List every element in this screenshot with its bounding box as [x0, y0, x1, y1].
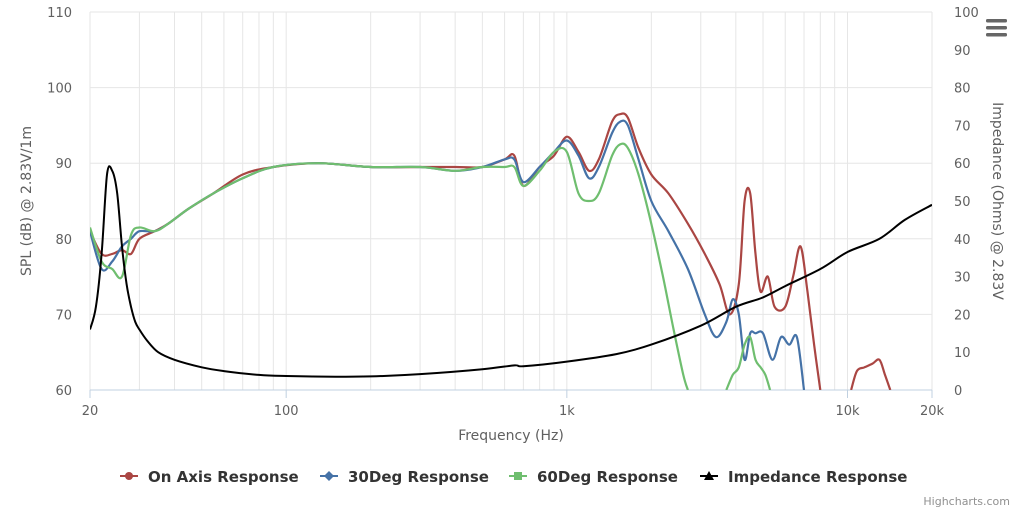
y-tick-label: 60: [55, 384, 72, 399]
y2-tick-label: 60: [954, 157, 971, 172]
series-line-impedance-response: [90, 165, 932, 378]
legend: On Axis Response 30Deg Response 60Deg Resp…: [120, 468, 907, 486]
y-tick-label: 100: [47, 82, 72, 97]
y-tick-label: 80: [55, 233, 72, 248]
series-line-60deg-response: [90, 142, 689, 390]
x-tick-label: 10k: [835, 404, 860, 419]
y2-tick-label: 100: [954, 6, 979, 21]
y-tick-label: 70: [55, 308, 72, 323]
y2-tick-label: 20: [954, 308, 971, 323]
hamburger-menu-icon[interactable]: [986, 19, 1007, 37]
credit-link[interactable]: Highcharts.com: [923, 495, 1010, 508]
y2-tick-label: 30: [954, 271, 971, 286]
y2-tick-label: 90: [954, 44, 971, 59]
axes: 60 70 80 90 100 110 0 10 20 30 40 50 60 70 80 90 100 20 10…: [47, 6, 979, 419]
legend-item-label[interactable]: 30Deg Response: [348, 468, 489, 486]
legend-circle-marker: [125, 472, 133, 480]
x-tick-label: 20k: [920, 404, 945, 419]
x-axis-title: Frequency (Hz): [458, 428, 564, 444]
legend-item-label[interactable]: 60Deg Response: [537, 468, 678, 486]
y2-tick-label: 40: [954, 233, 971, 248]
legend-item-label[interactable]: Impedance Response: [728, 468, 907, 486]
y2-tick-label: 0: [954, 384, 962, 399]
y2-tick-label: 50: [954, 195, 971, 210]
y-tick-label: 110: [47, 6, 72, 21]
y2-axis-title: Impedance (Ohms) @ 2.83V: [989, 102, 1005, 300]
series-layer: [90, 112, 932, 390]
legend-square-marker: [514, 472, 522, 480]
y2-tick-label: 80: [954, 82, 971, 97]
legend-diamond-marker: [324, 471, 334, 481]
x-tick-label: 1k: [559, 404, 575, 419]
series-line-60deg-response-tail: [725, 335, 772, 390]
x-tick-label: 20: [82, 404, 99, 419]
y-tick-label: 90: [55, 157, 72, 172]
legend-item-label[interactable]: On Axis Response: [148, 468, 299, 486]
x-tick-label: 100: [274, 404, 299, 419]
y-axis-title: SPL (dB) @ 2.83V/1m: [19, 126, 35, 276]
series-line-on-axis-response-tail: [850, 358, 892, 390]
legend-triangle-marker: [704, 471, 714, 480]
y2-tick-label: 10: [954, 346, 971, 361]
y2-tick-label: 70: [954, 119, 971, 134]
